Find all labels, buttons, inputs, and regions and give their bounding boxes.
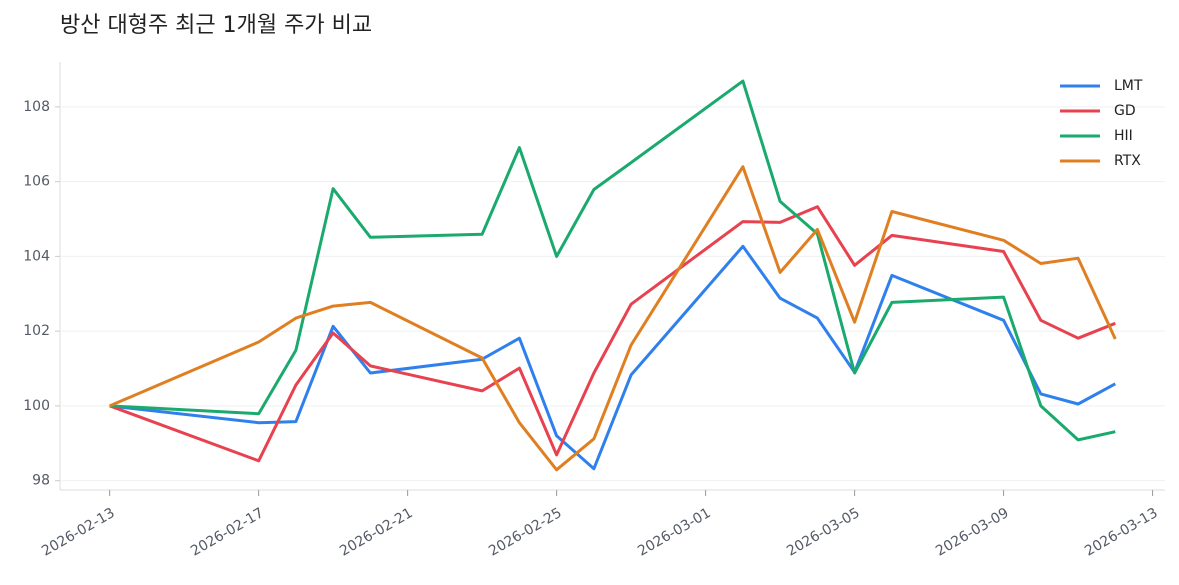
series-line xyxy=(109,79,1116,442)
y-tick-label: 108 xyxy=(23,99,50,115)
series-line xyxy=(109,244,1117,471)
y-tick-label: 102 xyxy=(23,323,50,339)
series-line xyxy=(109,205,1116,463)
x-tick-label: 2026-03-05 xyxy=(784,505,862,560)
x-tick-label: 2026-03-13 xyxy=(1082,505,1160,560)
legend-label: LMT xyxy=(1114,78,1143,94)
legend-label: HII xyxy=(1114,128,1133,144)
series-line xyxy=(109,165,1117,472)
y-tick-label: 104 xyxy=(23,248,50,264)
chart-title: 방산 대형주 최근 1개월 주가 비교 xyxy=(60,13,372,38)
x-tick-label: 2026-03-09 xyxy=(933,505,1011,560)
y-tick-label: 98 xyxy=(32,473,50,489)
y-tick-label: 106 xyxy=(23,174,50,190)
legend-label: RTX xyxy=(1114,153,1141,169)
legend-label: GD xyxy=(1114,103,1136,119)
x-tick-label: 2026-02-13 xyxy=(39,505,117,560)
x-tick-label: 2026-03-01 xyxy=(635,505,713,560)
x-tick-label: 2026-02-17 xyxy=(188,505,266,560)
x-tick-label: 2026-02-25 xyxy=(486,505,564,560)
x-tick-label: 2026-02-21 xyxy=(337,505,415,560)
y-tick-label: 100 xyxy=(23,398,50,414)
